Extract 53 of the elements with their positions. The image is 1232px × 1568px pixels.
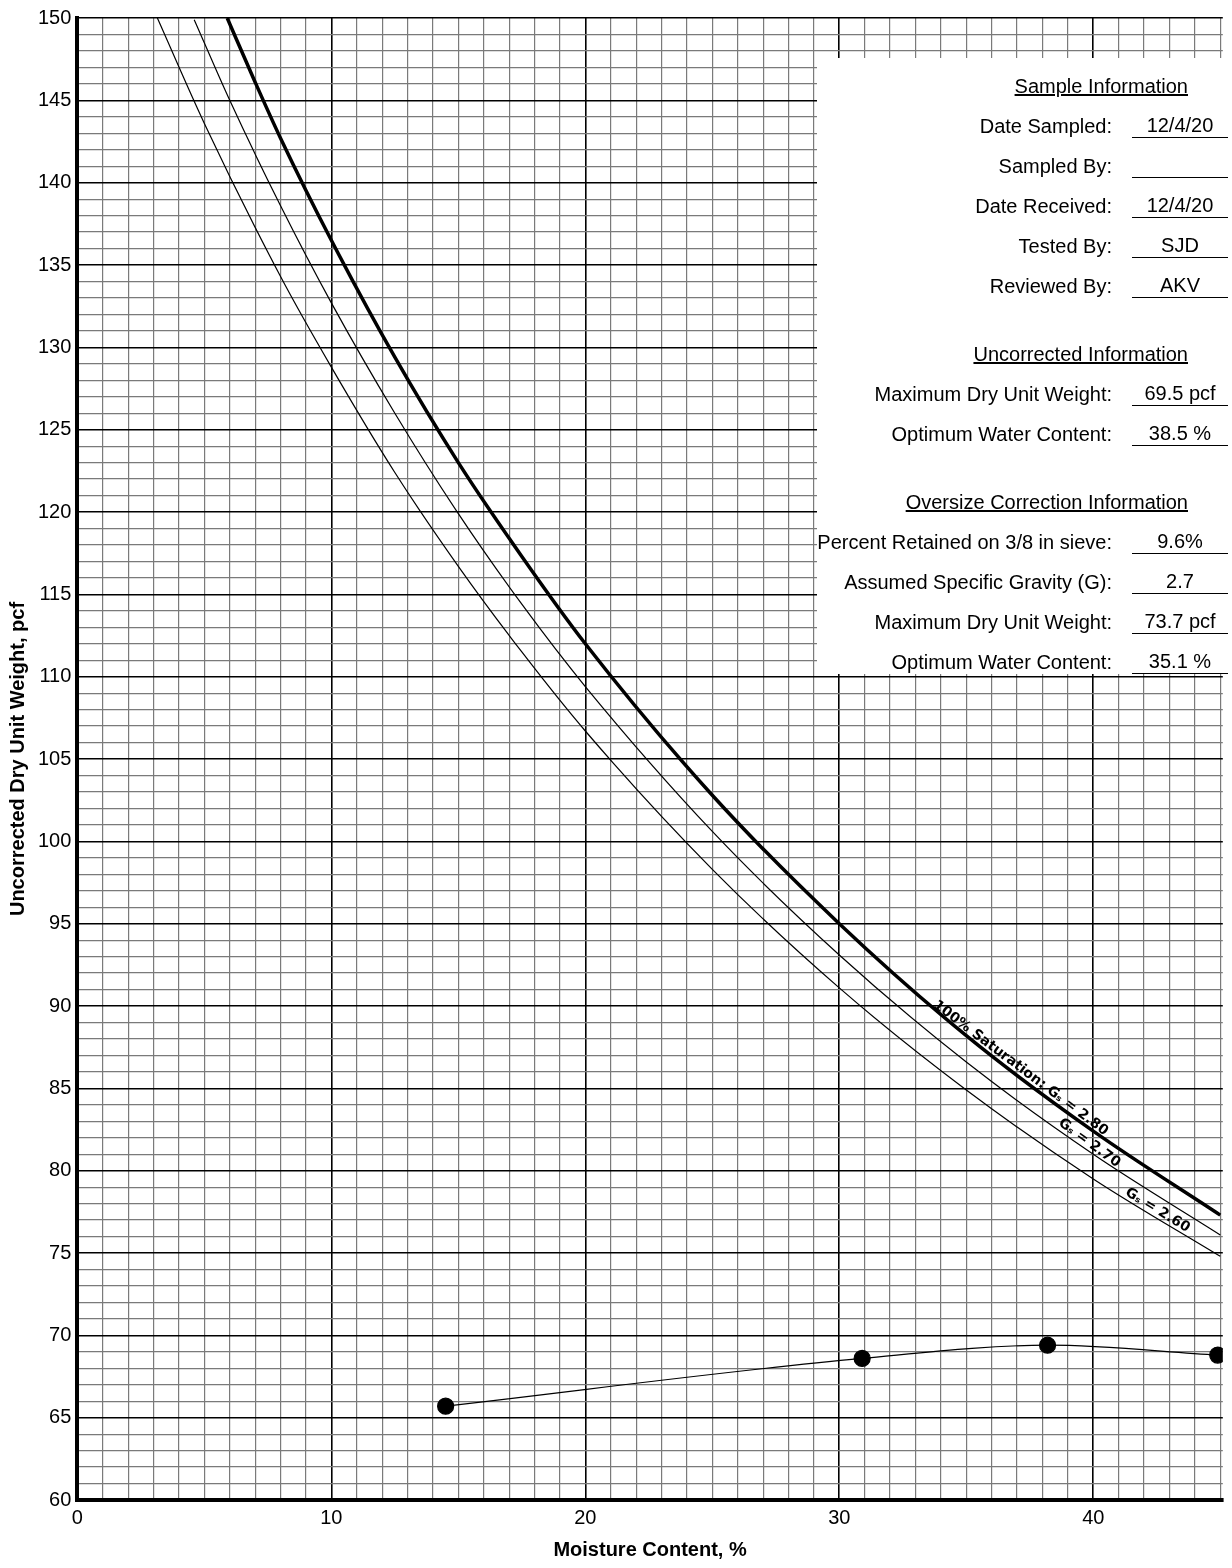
annotation: 9.6% <box>1132 529 1228 554</box>
y-tick-label: 90 <box>49 993 72 1016</box>
x-tick-label: 20 <box>574 1505 597 1528</box>
annotation: 35.1 % <box>1132 649 1228 674</box>
annotation: Date Sampled: <box>979 115 1113 138</box>
x-axis-title: Moisture Content, % <box>553 1537 747 1560</box>
point <box>1038 1336 1057 1354</box>
x-tick-label: 10 <box>320 1505 343 1528</box>
annotation: Sampled By: <box>998 155 1113 178</box>
annotation: 38.5 % <box>1132 421 1228 446</box>
y-tick-label: 95 <box>49 911 72 934</box>
annotation: Optimum Water Content: <box>891 651 1113 674</box>
annotation: Assumed Specific Gravity (G): <box>844 571 1113 594</box>
annotation: Tested By: <box>1018 235 1113 258</box>
y-tick-label: 130 <box>37 334 72 357</box>
x-tick-label: 0 <box>71 1505 83 1528</box>
annotation: 2.7 <box>1132 569 1228 594</box>
y-tick-label: 110 <box>39 664 72 687</box>
y-axis-title: Uncorrected Dry Unit Weight, pcf <box>5 601 28 917</box>
y-tick-label: 70 <box>49 1322 72 1345</box>
annotation: Date Received: <box>975 195 1113 218</box>
annotation: SJD <box>1132 233 1228 258</box>
annotation: Maximum Dry Unit Weight: <box>874 383 1113 406</box>
point <box>437 1397 455 1415</box>
y-tick-label: 135 <box>37 252 72 275</box>
x-tick-label: 40 <box>1082 1505 1105 1528</box>
y-tick-label: 100 <box>37 828 72 851</box>
y-tick-label: 85 <box>49 1075 72 1098</box>
y-tick-label: 105 <box>37 746 72 769</box>
y-tick-label: 120 <box>37 499 72 522</box>
y-tick-label: 65 <box>49 1405 72 1428</box>
y-tick-label: 150 <box>37 5 72 28</box>
annotation: Optimum Water Content: <box>891 423 1113 446</box>
annotation: AKV <box>1132 273 1228 298</box>
annotation: 69.5 pcf <box>1132 381 1228 406</box>
y-tick-label: 75 <box>49 1240 72 1263</box>
annotation: Percent Retained on 3/8 in sieve: <box>817 531 1113 554</box>
annotation: Sample Information <box>1013 74 1189 98</box>
point <box>853 1349 871 1367</box>
annotation: 12/4/20 <box>1132 193 1228 218</box>
y-tick-label: 115 <box>39 581 72 604</box>
y-tick-label: 140 <box>37 170 72 193</box>
y-tick-label: 80 <box>49 1158 72 1181</box>
y-tick-label: 145 <box>37 87 72 110</box>
annotation: Reviewed By: <box>989 275 1113 298</box>
x-tick-label: 30 <box>828 1505 851 1528</box>
annotation: 12/4/20 <box>1132 113 1228 138</box>
annotation: Uncorrected Information <box>972 342 1189 366</box>
y-tick-label: 60 <box>49 1487 72 1510</box>
annotation: Oversize Correction Information <box>904 490 1189 514</box>
y-tick-label: 125 <box>37 417 72 440</box>
annotation: 73.7 pcf <box>1132 609 1228 634</box>
annotation: Maximum Dry Unit Weight: <box>874 611 1113 634</box>
